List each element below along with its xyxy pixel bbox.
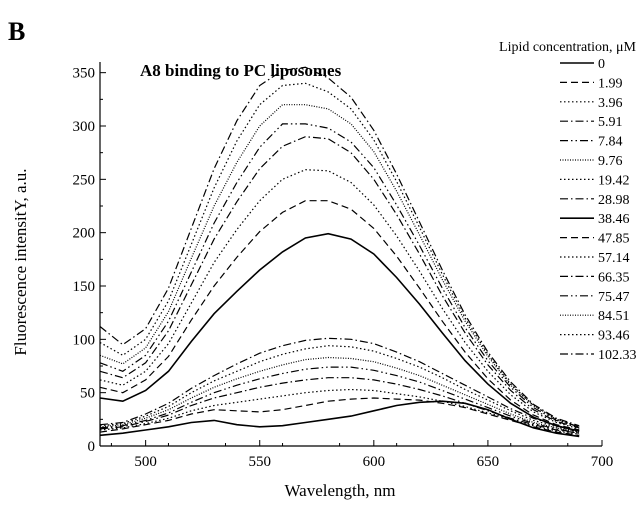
legend-label-11: 66.35: [598, 270, 630, 285]
legend-title: Lipid concentration, μM: [499, 40, 637, 55]
x-tick-label-700: 700: [591, 454, 614, 470]
legend-label-15: 102.33: [598, 348, 637, 363]
panel-letter: B: [8, 17, 25, 46]
series-line-14: [99, 82, 580, 428]
legend-label-13: 84.51: [598, 309, 630, 324]
series-line-13: [99, 104, 580, 428]
series-line-4: [99, 366, 580, 434]
series-line-10: [99, 169, 580, 430]
legend-label-6: 19.42: [598, 173, 630, 188]
legend-label-4: 7.84: [598, 135, 623, 150]
plot-area: [99, 66, 580, 438]
y-tick-label-0: 0: [88, 439, 96, 455]
series-line-9: [99, 200, 580, 431]
legend-label-2: 3.96: [598, 96, 623, 111]
series-line-15: [99, 66, 580, 427]
legend-label-10: 57.14: [598, 251, 630, 266]
x-tick-label-650: 650: [477, 454, 500, 470]
series-line-5: [99, 356, 580, 433]
series-line-11: [99, 136, 580, 429]
legend-label-7: 28.98: [598, 193, 630, 208]
series-line-3: [99, 377, 580, 434]
legend-label-3: 5.91: [598, 115, 623, 130]
y-tick-label-250: 250: [73, 172, 96, 188]
x-axis-label: Wavelength, nm: [285, 481, 396, 500]
y-tick-label-350: 350: [73, 66, 96, 82]
series-line-12: [99, 123, 580, 428]
x-tick-label-500: 500: [134, 454, 157, 470]
chart-title: A8 binding to PC liposomes: [140, 61, 342, 80]
legend: Lipid concentration, μM 0 1.99 3.96 5.91 7.8…: [499, 40, 637, 363]
legend-label-12: 75.47: [598, 290, 630, 305]
x-tick-label-600: 600: [363, 454, 386, 470]
series-line-1: [99, 397, 580, 436]
legend-label-8: 38.46: [598, 212, 630, 227]
legend-label-9: 47.85: [598, 232, 630, 247]
series-line-6: [99, 345, 580, 433]
y-tick-label-300: 300: [73, 119, 96, 135]
axes: 500 550 600 650 700 0 50 100 150 200 250 300 350: [73, 62, 614, 470]
y-tick-label-150: 150: [73, 279, 96, 295]
x-tick-label-550: 550: [248, 454, 271, 470]
legend-label-5: 9.76: [598, 154, 623, 169]
series-line-8: [99, 232, 580, 432]
y-axis-label: Fluorescence intensitY, a.u.: [11, 168, 30, 355]
legend-label-14: 93.46: [598, 329, 630, 344]
y-tick-label-100: 100: [73, 332, 96, 348]
y-tick-label-50: 50: [80, 386, 95, 402]
y-tick-label-200: 200: [73, 226, 96, 242]
legend-label-0: 0: [598, 57, 605, 72]
legend-label-1: 1.99: [598, 76, 623, 91]
